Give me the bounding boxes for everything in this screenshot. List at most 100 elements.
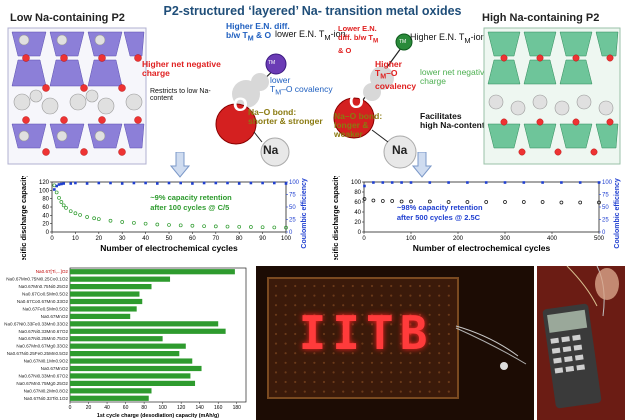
led-socket bbox=[370, 352, 374, 355]
led-socket bbox=[313, 380, 316, 384]
data-point-capacity bbox=[237, 224, 242, 229]
right-label-facilitates: Facilitates high Na-content bbox=[420, 111, 485, 130]
led-socket bbox=[428, 361, 431, 364]
data-point-capacity bbox=[465, 200, 470, 204]
bar bbox=[70, 276, 171, 282]
led-socket bbox=[332, 304, 335, 307]
led-socket bbox=[438, 342, 441, 345]
data-point-efficiency bbox=[428, 181, 432, 184]
data-point-efficiency bbox=[237, 182, 241, 185]
led-socket bbox=[313, 371, 316, 374]
y2-tick-label: 0 bbox=[289, 230, 293, 236]
led-socket bbox=[351, 332, 354, 336]
data-point-efficiency bbox=[85, 182, 89, 185]
led-socket bbox=[303, 313, 306, 316]
data-point-capacity bbox=[521, 200, 526, 204]
led-socket bbox=[284, 284, 287, 288]
right-atom-tm: TM bbox=[399, 39, 407, 45]
data-point-efficiency bbox=[156, 182, 159, 185]
bar-x-tick-label: 20 bbox=[86, 405, 92, 411]
led-socket bbox=[342, 361, 345, 364]
data-point-capacity bbox=[190, 223, 195, 228]
led-socket bbox=[380, 284, 383, 288]
led-socket bbox=[428, 304, 431, 307]
led-socket bbox=[380, 361, 383, 364]
data-point-capacity bbox=[540, 200, 545, 204]
led-socket bbox=[438, 361, 441, 364]
led-socket bbox=[428, 323, 431, 326]
led-socket bbox=[313, 284, 316, 288]
data-point-capacity bbox=[225, 224, 230, 229]
led-socket bbox=[332, 342, 335, 345]
y2-tick-label: 25 bbox=[289, 218, 296, 224]
bar bbox=[70, 343, 186, 349]
led-socket bbox=[399, 390, 402, 393]
led-socket bbox=[390, 304, 393, 307]
bar-category-label: Na0.67Mn0.75Mg0.25O2 bbox=[16, 381, 68, 386]
led-socket bbox=[274, 361, 278, 364]
multimeter-image bbox=[537, 266, 625, 420]
bar-category-label: Na0.67Ni0.2Mn0.8O2 bbox=[24, 388, 69, 393]
led-socket bbox=[322, 332, 326, 336]
led-socket bbox=[447, 380, 450, 384]
led-socket bbox=[294, 313, 297, 316]
bar-plot-area bbox=[69, 267, 247, 403]
led-socket bbox=[399, 313, 402, 316]
led-socket bbox=[418, 352, 422, 355]
data-point-efficiency bbox=[74, 181, 77, 185]
led-socket bbox=[380, 323, 383, 326]
bar-category-label: Na0.67Ni0.33Fe0.33Mn0.33O2 bbox=[4, 321, 68, 326]
led-socket bbox=[332, 284, 335, 288]
led-socket bbox=[284, 352, 287, 355]
data-point-capacity bbox=[213, 224, 218, 229]
led-socket bbox=[284, 390, 287, 393]
bar bbox=[70, 269, 235, 275]
annotation-line-2: after 500 cycles @ 2.5C bbox=[397, 213, 481, 222]
led-socket bbox=[370, 313, 374, 316]
y-tick-label: 0 bbox=[46, 230, 50, 236]
led-socket bbox=[390, 352, 393, 355]
left-atom-na: Na bbox=[263, 143, 279, 157]
led-socket bbox=[284, 380, 287, 384]
annotation-line-1: ~9% capacity retention bbox=[150, 193, 232, 202]
data-point-capacity bbox=[167, 223, 171, 227]
led-socket bbox=[438, 380, 441, 384]
data-point-capacity bbox=[578, 200, 583, 205]
y-axis-label: Specific discharge capacity (mAh/g) bbox=[19, 176, 28, 260]
led-socket bbox=[313, 361, 316, 364]
led-socket bbox=[303, 342, 306, 345]
data-point-efficiency bbox=[53, 188, 56, 191]
led-socket bbox=[380, 332, 383, 336]
data-point-capacity bbox=[371, 198, 376, 203]
led-socket bbox=[274, 390, 278, 393]
data-point-capacity bbox=[284, 225, 288, 230]
x-tick-label: 30 bbox=[119, 236, 126, 242]
data-point-efficiency bbox=[69, 182, 73, 185]
data-point-efficiency bbox=[400, 181, 403, 184]
bar bbox=[70, 380, 196, 386]
right-atom-na: Na bbox=[392, 143, 408, 157]
data-point-efficiency bbox=[167, 181, 171, 185]
led-socket bbox=[370, 323, 374, 326]
led-socket bbox=[390, 361, 393, 364]
left-title: Low Na-containing P2 bbox=[10, 12, 125, 24]
x-axis-label: Number of electrochemical cycles bbox=[100, 243, 238, 253]
y-tick-label: 80 bbox=[354, 190, 361, 196]
led-socket bbox=[447, 323, 450, 326]
led-socket bbox=[409, 371, 412, 374]
led-socket bbox=[399, 294, 402, 297]
led-socket bbox=[303, 332, 306, 336]
x-tick-label: 0 bbox=[50, 236, 54, 242]
led-socket bbox=[284, 371, 287, 374]
data-point-efficiency bbox=[226, 181, 229, 185]
led-socket bbox=[418, 380, 422, 384]
data-point-capacity bbox=[96, 217, 101, 221]
led-socket bbox=[322, 284, 326, 288]
data-point-capacity bbox=[559, 200, 564, 205]
led-socket bbox=[274, 284, 278, 288]
led-socket bbox=[313, 294, 316, 297]
led-socket bbox=[303, 361, 306, 364]
data-point-efficiency bbox=[541, 181, 544, 184]
data-point-capacity bbox=[260, 225, 265, 230]
y2-axis-label: Coulombic efficiency (%) bbox=[301, 176, 308, 249]
